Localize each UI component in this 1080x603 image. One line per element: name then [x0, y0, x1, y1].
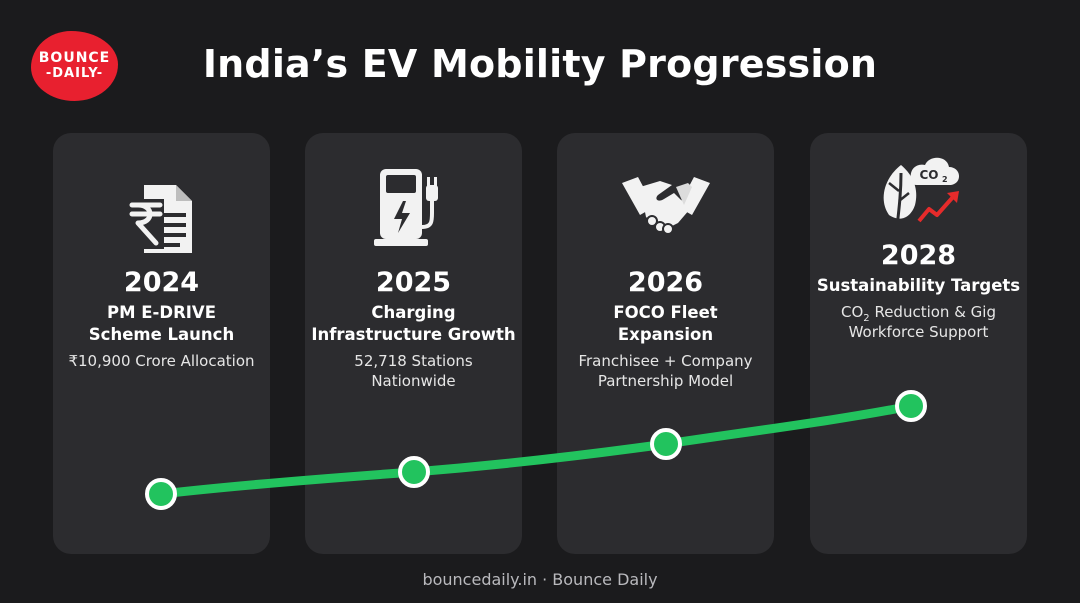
milestone-card-2026: 2026 FOCO Fleet Expansion Franchisee + C…	[557, 133, 774, 554]
logo-line-1: BOUNCE	[38, 50, 111, 66]
milestone-heading-line-2: Expansion	[617, 325, 714, 344]
ev-charger-icon	[305, 165, 522, 249]
milestone-marker-2028	[895, 390, 927, 422]
milestone-detail-line-1: 52,718 Stations	[354, 352, 473, 370]
milestone-card-2028: CO 2 2028 Sustainability Targets CO2 Red…	[810, 133, 1027, 554]
milestone-heading-line-1: PM E-DRIVE	[107, 303, 216, 322]
milestone-heading-line-2: Infrastructure Growth	[311, 325, 516, 344]
milestone-detail: ₹10,900 Crore Allocation	[68, 352, 255, 370]
milestone-heading-line-1: Charging	[371, 303, 456, 322]
footer-credit: bouncedaily.in · Bounce Daily	[422, 570, 658, 589]
milestone-detail-line-2: Partnership Model	[597, 372, 734, 390]
milestone-detail-line-2: Workforce Support	[848, 323, 989, 341]
logo-line-2: -DAILY-	[45, 66, 104, 81]
milestone-heading-line-2: Scheme Launch	[88, 325, 235, 344]
co2-icon-label: CO	[919, 168, 938, 182]
milestone-detail-line-1: CO2 Reduction & Gig	[810, 302, 1027, 329]
milestone-marker-2025	[398, 456, 430, 488]
milestone-year: 2028	[880, 240, 957, 271]
milestone-detail-line-1: Franchisee + Company	[578, 352, 753, 370]
page-title: India’s EV Mobility Progression	[202, 42, 878, 86]
milestone-detail-line-2: Nationwide	[371, 372, 456, 390]
bounce-daily-logo: BOUNCE -DAILY-	[31, 31, 118, 101]
leaf-co2-icon: CO 2	[810, 151, 1027, 231]
milestone-year: 2026	[627, 267, 704, 298]
progression-line	[156, 401, 916, 499]
milestone-year: 2025	[375, 267, 452, 298]
milestone-year: 2024	[123, 267, 200, 298]
handshake-icon	[557, 171, 774, 245]
co2-subscript: 2	[863, 313, 870, 324]
rupee-document-icon	[53, 177, 270, 261]
milestone-heading: Sustainability Targets	[816, 276, 1021, 295]
co2-icon-subscript: 2	[942, 175, 948, 184]
milestone-heading-line-1: FOCO Fleet	[613, 303, 718, 322]
milestone-marker-2026	[650, 428, 682, 460]
detail-text: Reduction & Gig	[869, 303, 996, 321]
co2-text: CO	[841, 303, 864, 321]
milestone-marker-2024	[145, 478, 177, 510]
